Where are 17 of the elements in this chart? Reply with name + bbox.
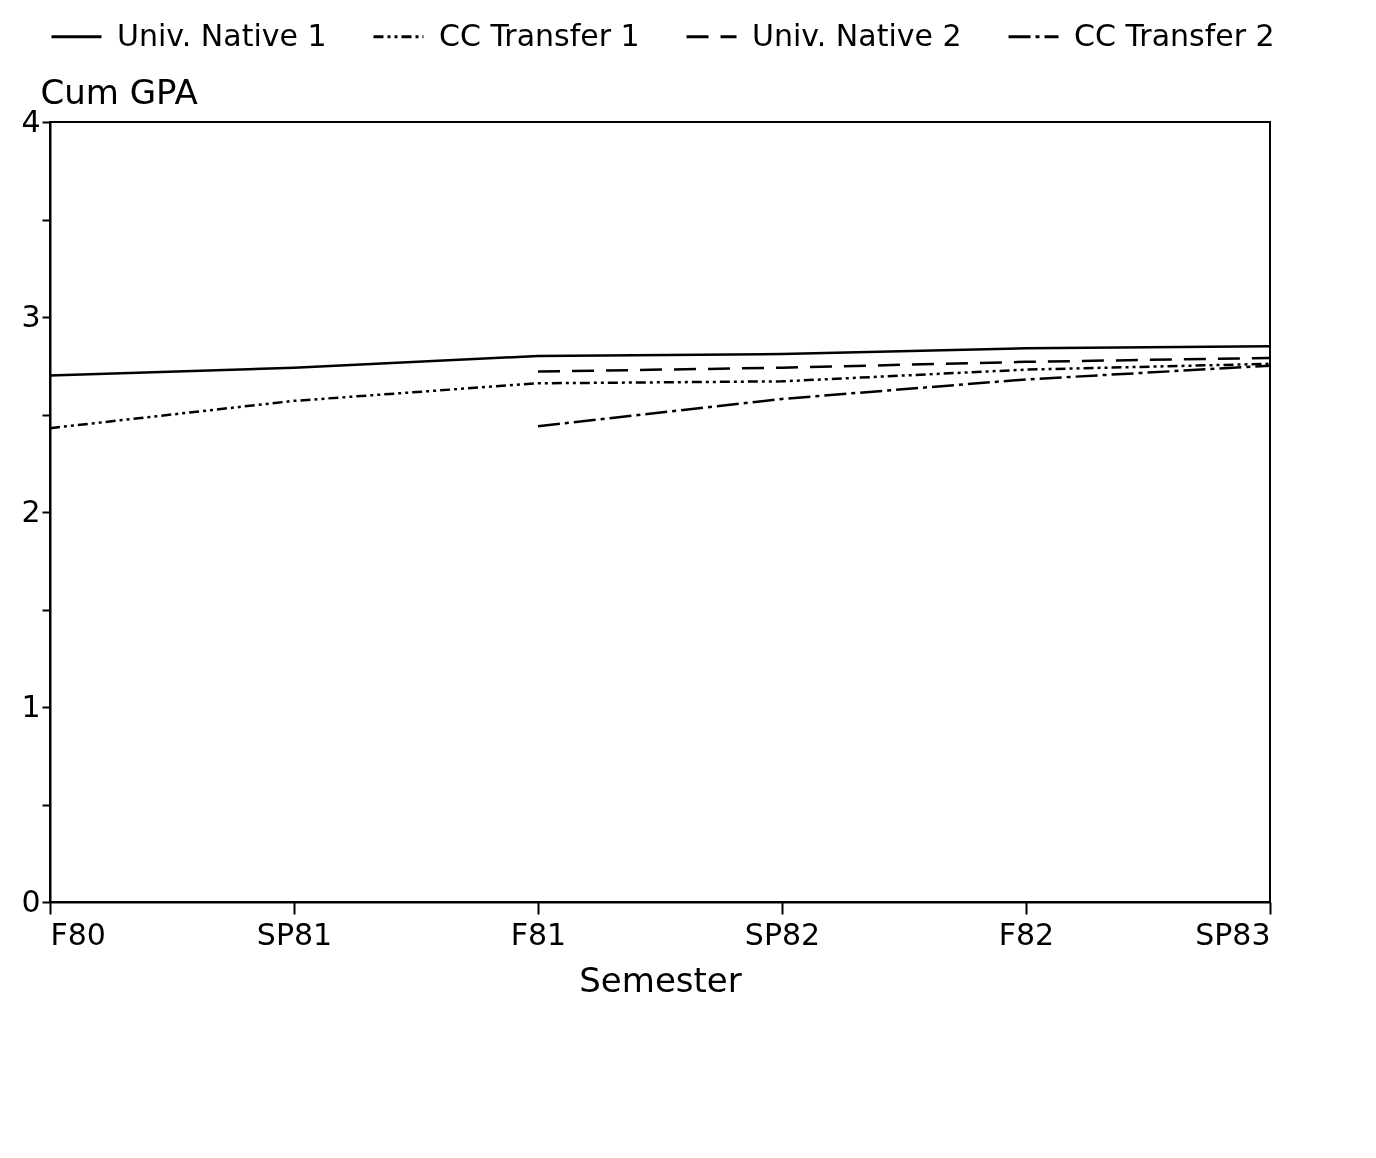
y-tick-label: 4 xyxy=(21,103,41,139)
x-tick-label: F81 xyxy=(510,916,567,952)
y-axis-title: Cum GPA xyxy=(40,71,198,112)
legend-label: Univ. Native 2 xyxy=(752,17,962,53)
legend-label: CC Transfer 2 xyxy=(1074,17,1275,53)
x-tick-label: SP81 xyxy=(256,916,333,952)
legend-label: Univ. Native 1 xyxy=(117,17,327,53)
x-tick-label: SP82 xyxy=(744,916,821,952)
x-tick-label: F82 xyxy=(998,916,1055,952)
y-tick-label: 0 xyxy=(21,883,41,919)
x-axis-title: Semester xyxy=(579,959,742,1000)
y-tick-label: 2 xyxy=(21,493,41,529)
x-tick-label: SP83 xyxy=(1195,916,1271,952)
y-tick-label: 3 xyxy=(21,298,41,334)
y-tick-label: 1 xyxy=(21,688,41,724)
x-tick-label: F80 xyxy=(50,916,106,952)
legend-label: CC Transfer 1 xyxy=(439,17,640,53)
